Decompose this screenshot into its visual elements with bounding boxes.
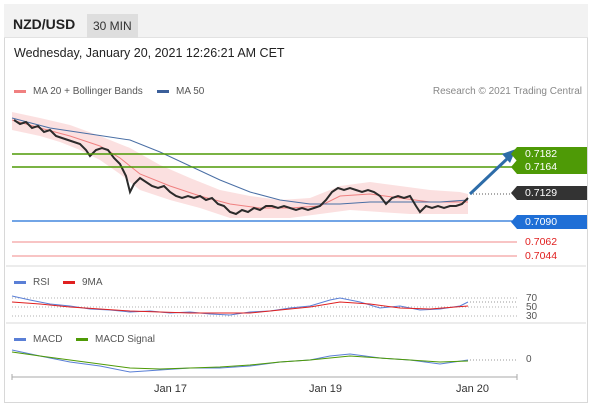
tag-resistance-2-value: 0.7182 [525, 148, 558, 160]
label-support-2: 0.7044 [525, 250, 558, 262]
chart-datetime: Wednesday, January 20, 2021 12:26:21 AM … [14, 46, 285, 60]
legend-ma-bb: MA 20 + Bollinger Bands [14, 86, 143, 97]
bollinger-band [12, 112, 468, 218]
rsi-swatch-icon [14, 281, 26, 284]
label-support-1: 0.7062 [525, 236, 558, 248]
rsi-level-70: 70 [526, 293, 538, 304]
tag-pivot: 0.7090 [511, 215, 587, 229]
pair-title: NZD/USD [13, 16, 76, 32]
ma50-line [11, 117, 469, 205]
legend-rsi-label: RSI [33, 277, 50, 288]
legend-macd-signal-label: MACD Signal [95, 334, 156, 345]
rsi-level-50: 50 [526, 302, 538, 313]
legend-macd-label: MACD [33, 334, 63, 345]
legend-rsi-ma: 9MA [63, 277, 103, 288]
rsi-level-30: 30 [526, 311, 538, 322]
legend-ma50-label: MA 50 [176, 86, 205, 97]
header-bar: NZD/USD 30 MIN [4, 4, 588, 38]
price-candles [13, 119, 469, 216]
x-tick-jan17: Jan 17 [154, 383, 188, 395]
rsi-line [11, 295, 469, 316]
tag-current-price: 0.7129 [511, 186, 587, 200]
macd-swatch-icon [14, 338, 26, 341]
tag-resistance-2: 0.7182 [511, 147, 587, 161]
tag-resistance-1: 0.7164 [511, 160, 587, 174]
macd-signal-swatch-icon [76, 338, 88, 341]
tag-resistance-1-value: 0.7164 [525, 161, 558, 173]
rsi-ma-line [11, 301, 469, 314]
macd-signal-line [11, 351, 469, 370]
x-tick-jan20: Jan 20 [456, 383, 490, 395]
legend-ma50: MA 50 [157, 86, 204, 97]
x-tick-jan19: Jan 19 [309, 383, 343, 395]
legend-ma-bb-label: MA 20 + Bollinger Bands [33, 86, 143, 97]
ma50-swatch-icon [157, 90, 169, 93]
legend-macd: MACD [14, 334, 62, 345]
legend-rsi-ma-label: 9MA [82, 277, 103, 288]
legend-rsi: RSI [14, 277, 50, 288]
rsi-ma-swatch-icon [63, 281, 75, 284]
tag-current-price-value: 0.7129 [525, 187, 558, 199]
tag-pivot-value: 0.7090 [525, 216, 558, 228]
target-arrow-shaft [468, 156, 510, 196]
research-credit: Research © 2021 Trading Central [432, 86, 582, 97]
ma-bb-swatch-icon [14, 90, 26, 93]
legend-macd-signal: MACD Signal [76, 334, 155, 345]
macd-zero-label: 0 [526, 354, 532, 365]
timeframe-badge[interactable]: 30 MIN [87, 14, 138, 38]
